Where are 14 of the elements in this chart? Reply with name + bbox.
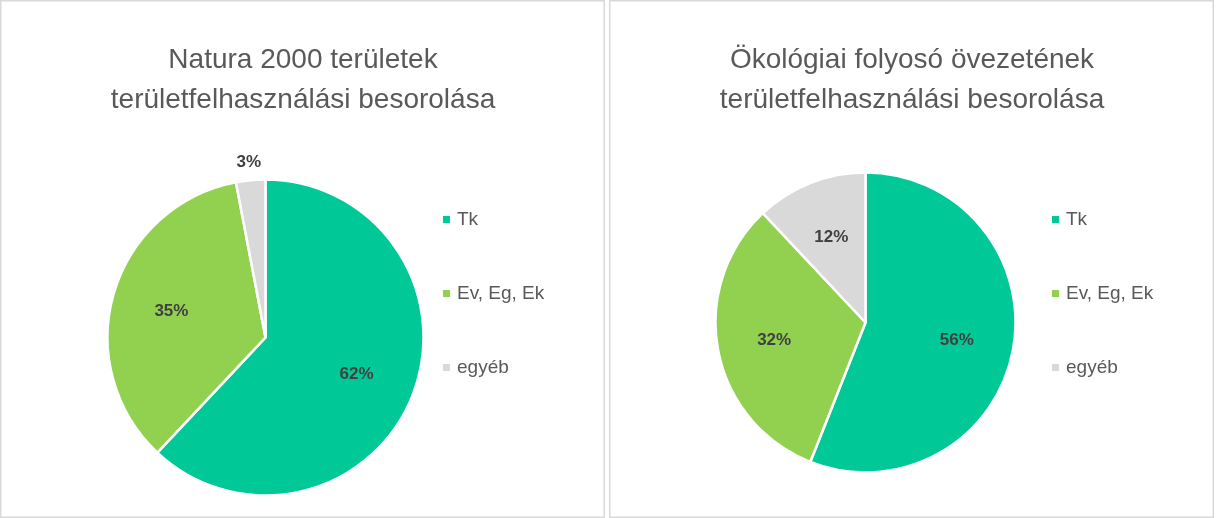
legend-label: Ev, Eg, Ek <box>1066 282 1154 304</box>
legend-label: Tk <box>1066 208 1088 230</box>
chart-title: Natura 2000 területek területfelhasználási besorolása <box>110 43 496 114</box>
data-label: 12% <box>814 226 849 246</box>
data-label: 32% <box>757 330 792 350</box>
data-label: 3% <box>236 151 262 171</box>
data-label: 62% <box>339 364 374 384</box>
legend-label: egyéb <box>457 356 509 378</box>
data-label: 56% <box>939 330 974 350</box>
legend-label: egyéb <box>1066 356 1118 378</box>
data-label: 35% <box>154 300 189 320</box>
legend-label: Tk <box>457 208 479 230</box>
chart-title: Ökológiai folyosó övezetének területfelhasználási besorolása <box>719 43 1105 114</box>
legend-label: Ev, Eg, Ek <box>457 282 545 304</box>
